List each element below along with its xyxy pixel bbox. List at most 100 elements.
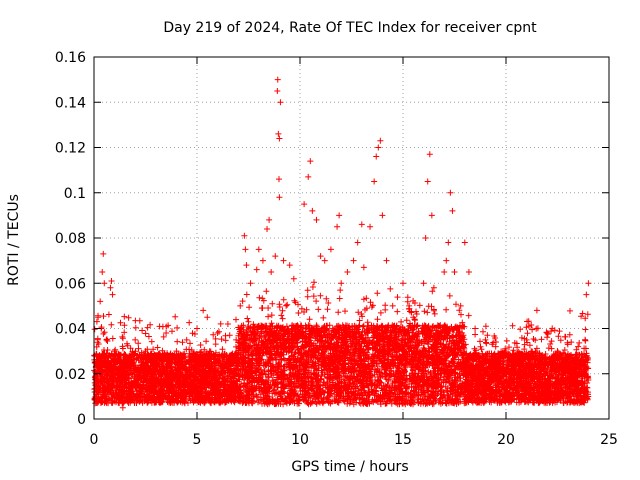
data-point xyxy=(204,314,211,321)
data-point xyxy=(350,257,357,264)
axis-ticks: 0 0.02 0.04 0.06 0.08 0.1 0.12 0.14 0.16 0 5 10 15 20… xyxy=(55,50,618,448)
data-point xyxy=(309,207,316,214)
data-point xyxy=(276,194,283,201)
data-point xyxy=(286,262,293,269)
chart-title: Day 219 of 2024, Rate Of TEC Index for r… xyxy=(163,20,537,36)
data-point xyxy=(360,264,367,271)
data-point xyxy=(383,257,390,264)
data-point xyxy=(334,223,341,230)
y-tick-label: 0.1 xyxy=(64,186,86,202)
data-point xyxy=(465,268,472,275)
y-tick-label: 0.12 xyxy=(55,141,86,157)
y-tick-label: 0.08 xyxy=(55,231,86,247)
data-point xyxy=(451,268,458,275)
data-point xyxy=(336,212,343,219)
data-point xyxy=(443,257,450,264)
data-point xyxy=(317,253,324,260)
data-point xyxy=(242,246,249,253)
data-point xyxy=(449,207,456,214)
data-point xyxy=(430,284,437,291)
data-point xyxy=(200,307,207,314)
x-tick-label: 5 xyxy=(193,432,202,448)
data-point xyxy=(277,99,284,106)
data-point xyxy=(132,336,139,343)
data-point xyxy=(344,268,351,275)
data-point xyxy=(107,284,114,291)
x-tick-label: 20 xyxy=(497,432,515,448)
data-point xyxy=(428,212,435,219)
data-point xyxy=(224,320,231,327)
y-tick-label: 0.14 xyxy=(55,95,86,111)
data-point xyxy=(243,262,250,269)
data-point xyxy=(247,280,254,287)
data-point xyxy=(338,280,345,287)
data-point xyxy=(274,76,281,83)
data-point xyxy=(307,158,314,165)
data-point xyxy=(275,130,282,137)
y-axis-label: ROTI / TECUs xyxy=(6,194,22,286)
data-point xyxy=(237,302,244,309)
data-point-cloud xyxy=(91,279,592,408)
x-tick-label: 25 xyxy=(600,432,618,448)
data-point xyxy=(305,173,312,180)
data-point xyxy=(280,257,287,264)
data-point xyxy=(373,153,380,160)
data-point xyxy=(274,87,281,94)
data-point xyxy=(100,250,107,257)
data-points xyxy=(91,76,592,411)
data-point xyxy=(183,336,190,343)
data-point xyxy=(585,280,592,287)
data-point xyxy=(358,221,365,228)
data-point xyxy=(583,291,590,298)
data-point xyxy=(103,336,110,343)
grid-lines xyxy=(94,57,609,419)
data-point xyxy=(259,257,266,264)
data-point xyxy=(101,280,108,287)
y-tick-label: 0.16 xyxy=(55,50,86,66)
data-point xyxy=(163,330,170,337)
y-tick-label: 0 xyxy=(77,412,86,428)
data-point xyxy=(441,268,448,275)
data-point xyxy=(426,151,433,158)
data-point xyxy=(445,239,452,246)
data-point xyxy=(424,178,431,185)
data-point xyxy=(194,325,200,332)
data-point xyxy=(301,201,308,208)
data-point xyxy=(255,246,262,253)
data-point xyxy=(377,137,384,144)
data-point xyxy=(313,216,320,223)
data-point xyxy=(275,176,282,183)
data-point xyxy=(389,302,396,309)
data-point xyxy=(253,266,260,273)
data-point xyxy=(327,246,334,253)
x-tick-label: 15 xyxy=(394,432,412,448)
x-axis-label: GPS time / hours xyxy=(291,459,408,475)
data-point xyxy=(447,189,454,196)
data-point xyxy=(575,343,582,350)
data-point xyxy=(264,225,271,232)
data-point xyxy=(457,302,464,309)
data-point xyxy=(266,216,273,223)
data-point xyxy=(276,135,283,142)
data-point xyxy=(109,291,116,298)
data-point xyxy=(400,280,406,287)
data-point xyxy=(379,212,386,219)
data-point xyxy=(290,275,297,282)
y-tick-label: 0.02 xyxy=(55,367,86,383)
data-point xyxy=(108,277,115,284)
data-point xyxy=(268,268,275,275)
data-point xyxy=(272,253,279,260)
data-point xyxy=(367,223,374,230)
data-point xyxy=(214,330,221,337)
data-point xyxy=(482,336,489,343)
y-tick-label: 0.04 xyxy=(55,322,86,338)
data-point xyxy=(472,325,479,332)
x-tick-label: 10 xyxy=(291,432,309,448)
data-point xyxy=(321,257,328,264)
data-point xyxy=(422,235,429,241)
data-point xyxy=(533,307,540,314)
y-tick-label: 0.06 xyxy=(55,276,86,292)
x-tick-label: 0 xyxy=(90,432,99,448)
